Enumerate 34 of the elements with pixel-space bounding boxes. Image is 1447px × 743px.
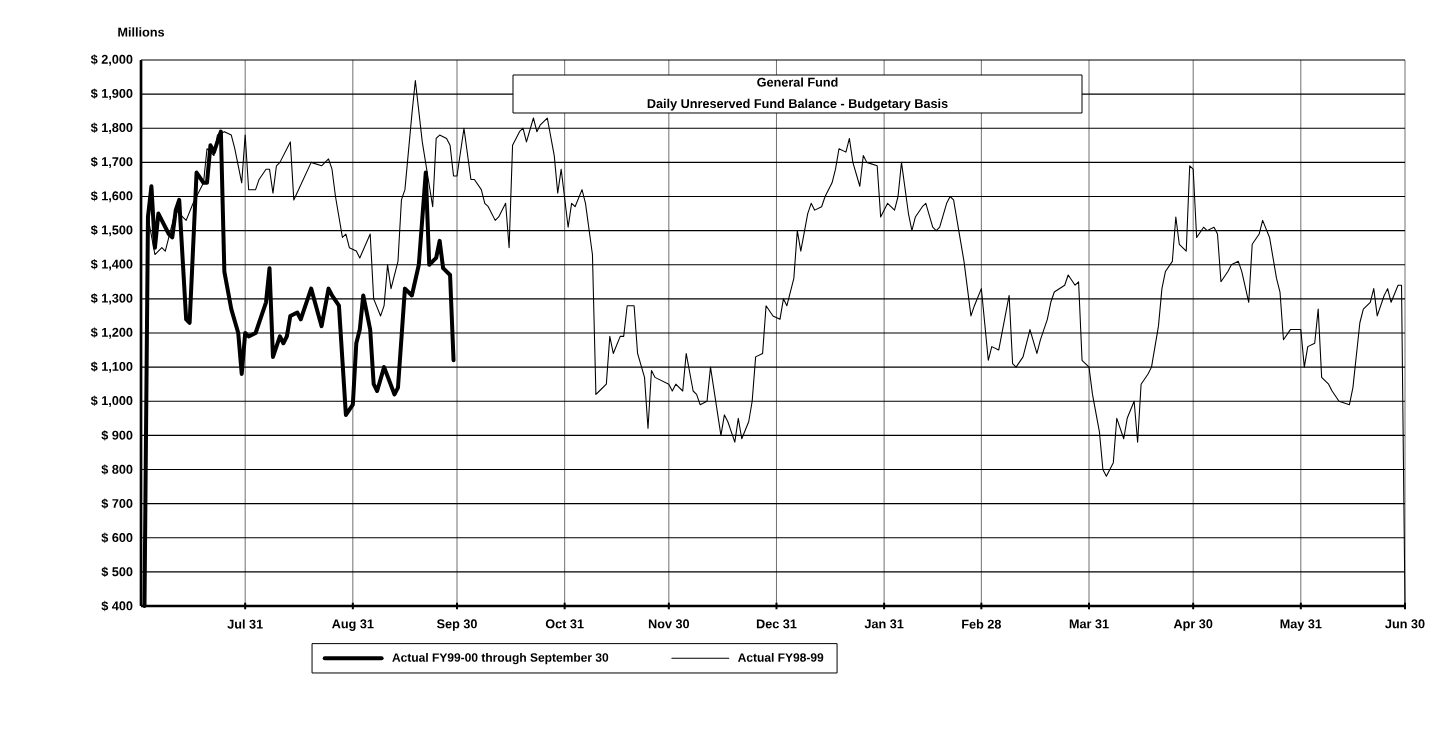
y-tick-label: $ 800 <box>101 464 133 475</box>
x-tick-label: Jul 31 <box>227 619 263 629</box>
y-axis-title: Millions <box>118 27 165 37</box>
x-tick-label: Jan 31 <box>864 619 904 629</box>
x-tick-label: Apr 30 <box>1173 619 1213 631</box>
x-tick-label: May 31 <box>1280 619 1322 631</box>
y-tick-label: $ 1,300 <box>90 293 133 305</box>
legend-label: Actual FY98-99 <box>737 652 824 662</box>
x-tick-label: Feb 28 <box>962 619 1002 629</box>
y-tick-label: $ 1,900 <box>90 88 133 100</box>
y-tick-label: $ 1,600 <box>90 190 133 203</box>
x-tick-label: Jun 30 <box>1385 619 1425 629</box>
y-tick-label: $ 400 <box>101 600 133 612</box>
y-tick-label: $ 1,500 <box>90 224 133 237</box>
y-tick-label: $ 2,000 <box>90 54 133 66</box>
y-tick-label: $ 1,800 <box>90 122 133 134</box>
y-tick-label: $ 1,200 <box>90 327 133 339</box>
legend-label: Actual FY99-00 through September 30 <box>392 652 609 665</box>
x-tick-label: Nov 30 <box>648 619 690 629</box>
y-tick-label: $ 1,400 <box>90 259 133 271</box>
text: General Fund <box>757 77 838 87</box>
x-tick-label: Mar 31 <box>1069 619 1109 629</box>
y-tick-label: $ 700 <box>101 498 133 509</box>
y-tick-label: $ 600 <box>101 532 133 543</box>
x-tick-label: Sep 30 <box>436 619 477 631</box>
y-tick-label: $ 1,000 <box>90 395 133 407</box>
x-tick-label: Aug 31 <box>332 619 374 631</box>
y-tick-label: $ 900 <box>101 430 133 441</box>
y-tick-label: $ 500 <box>101 566 133 578</box>
text: Daily Unreserved Fund Balance - Budgetary Basis <box>647 98 948 111</box>
y-tick-label: $ 1,100 <box>90 361 133 373</box>
y-tick-label: $ 1,700 <box>90 156 133 169</box>
x-tick-label: Dec 31 <box>756 619 797 629</box>
x-tick-label: Oct 31 <box>545 619 584 629</box>
